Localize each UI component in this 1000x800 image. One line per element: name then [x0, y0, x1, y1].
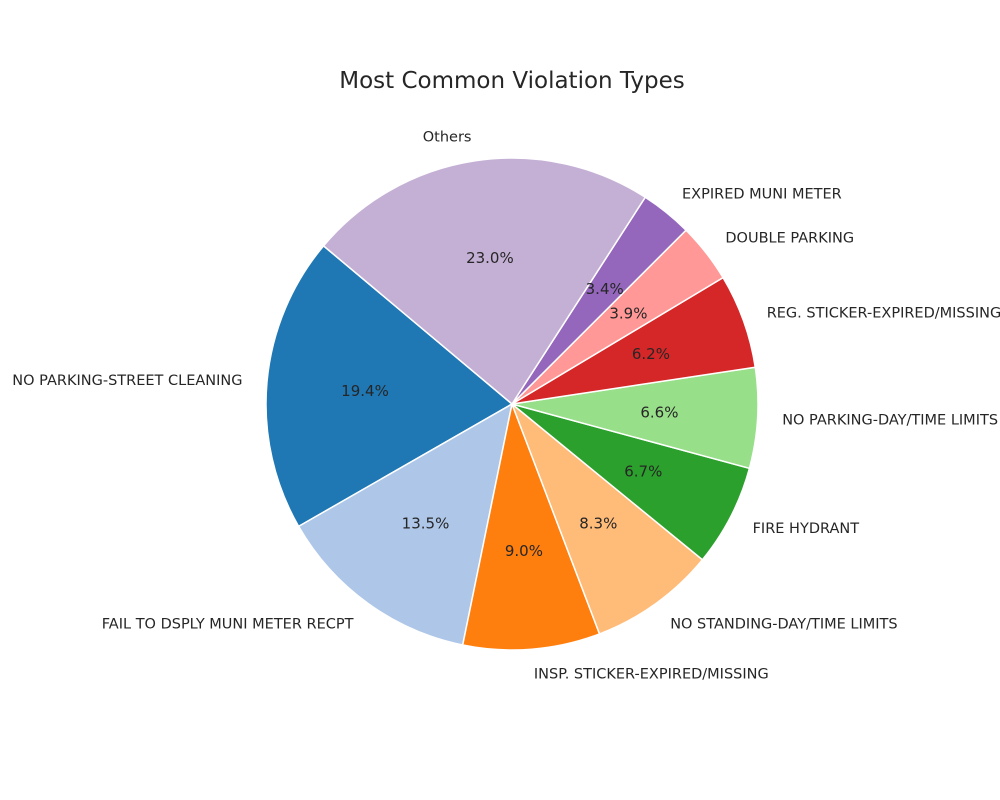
slice-percent-no-parking-street-cleaning: 19.4% [341, 382, 389, 400]
slice-percent-fire-hydrant: 6.7% [624, 463, 662, 481]
slice-percent-no-parking-day-time-limits: 6.6% [640, 403, 678, 421]
slice-labels: NO PARKING-STREET CLEANING FAIL TO DSPLY … [12, 129, 1000, 682]
slice-label-reg-sticker-expired-missing: REG. STICKER-EXPIRED/MISSING [767, 306, 1000, 322]
slice-label-no-parking-street-cleaning: NO PARKING-STREET CLEANING [12, 373, 242, 389]
slice-percent-reg-sticker-expired-missing: 6.2% [632, 345, 670, 363]
chart-title: Most Common Violation Types [339, 68, 684, 94]
slice-label-no-parking-day-time-limits: NO PARKING-DAY/TIME LIMITS [782, 413, 998, 429]
pie-slice-no-standing-day-time-limits [510, 401, 704, 635]
slice-percent-no-standing-day-time-limits: 8.3% [579, 515, 617, 533]
pie-slice-fail-to-dsply-muni-meter-recpt [297, 402, 514, 646]
slice-label-others: Others [423, 129, 472, 145]
slice-label-fail-to-dsply-muni-meter-recpt: FAIL TO DSPLY MUNI METER RECPT [102, 616, 354, 632]
slice-label-expired-muni-meter: EXPIRED MUNI METER [682, 187, 842, 203]
slice-percent-expired-muni-meter: 3.4% [586, 280, 624, 298]
slice-percent-double-parking: 3.9% [609, 304, 647, 322]
slice-percent-fail-to-dsply-muni-meter-recpt: 13.5% [402, 515, 450, 533]
pie-slice-insp-sticker-expired-missing [461, 401, 601, 651]
slice-percent-others: 23.0% [466, 249, 514, 267]
pie-slices [265, 157, 759, 651]
pie-slice-no-parking-street-cleaning [265, 244, 514, 528]
slice-label-insp-sticker-expired-missing: INSP. STICKER-EXPIRED/MISSING [534, 667, 769, 683]
slice-percent-labels: 19.4% 13.5% 9.0% 8.3% 6.7% 6.6% 6.2% 3.9% 3.4% 23… [341, 249, 678, 560]
slice-label-no-standing-day-time-limits: NO STANDING-DAY/TIME LIMITS [670, 617, 897, 633]
slice-label-double-parking: DOUBLE PARKING [725, 231, 854, 247]
slice-label-fire-hydrant: FIRE HYDRANT [753, 521, 860, 537]
pie-slice-others [322, 157, 647, 406]
slice-percent-insp-sticker-expired-missing: 9.0% [505, 542, 543, 560]
